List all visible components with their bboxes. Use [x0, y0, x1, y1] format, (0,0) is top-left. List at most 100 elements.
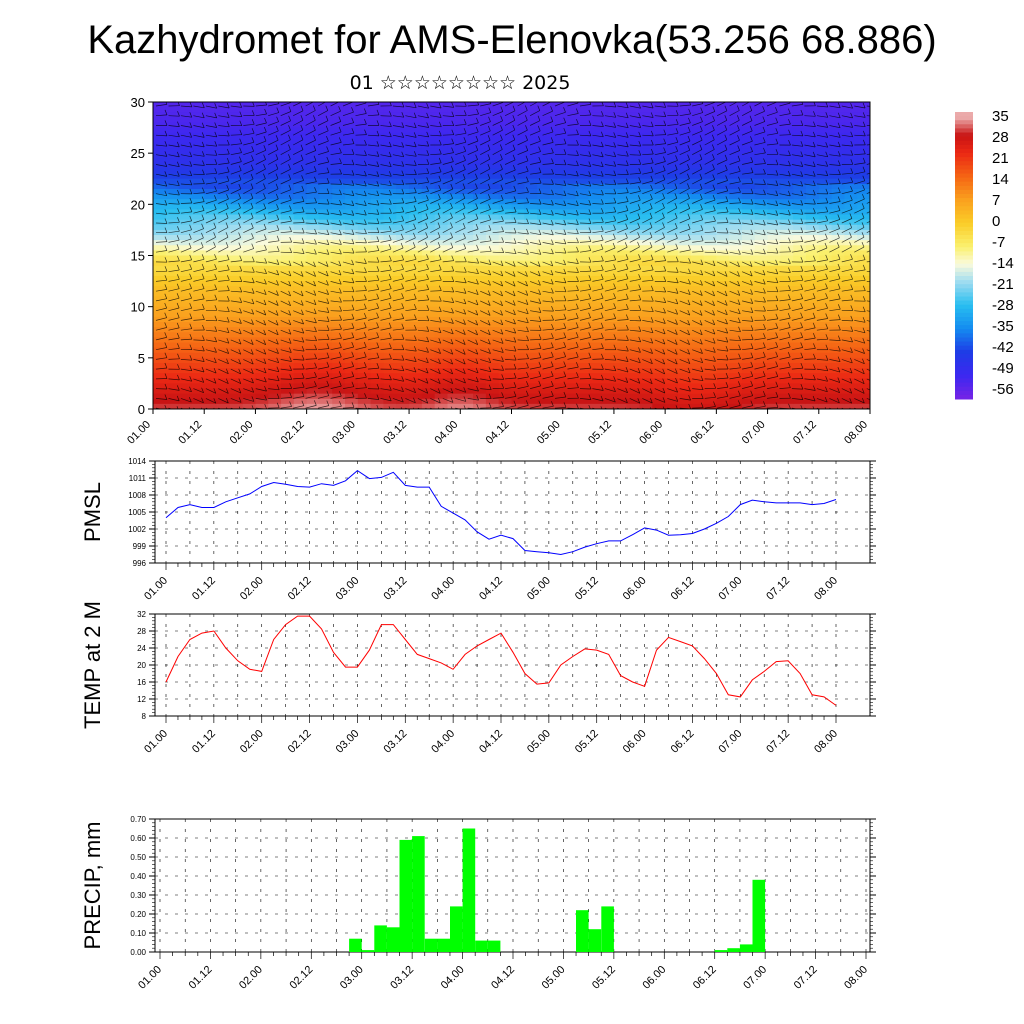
temperature-cell [690, 229, 705, 236]
wind-barb-flag [301, 363, 305, 370]
temperature-cell [703, 352, 717, 359]
temperature-cell [780, 178, 794, 185]
temperature-cell [524, 352, 538, 359]
temperature-cell [665, 163, 679, 170]
wind-barb [430, 378, 441, 384]
temperature-cell [652, 219, 666, 226]
wind-barb [155, 357, 167, 360]
wind-barb [243, 300, 254, 305]
temperature-cell [575, 224, 589, 231]
wind-barb [155, 104, 167, 107]
wind-barb [218, 329, 230, 334]
temperature-cell [703, 403, 717, 409]
temperature-cell [357, 352, 372, 359]
wind-barb-flag [288, 134, 291, 140]
temperature-cell [639, 148, 653, 154]
wind-barb [467, 178, 478, 185]
wind-barb [193, 164, 205, 166]
temperature-cell [498, 306, 513, 313]
wind-barb-flag [314, 176, 317, 182]
temperature-cell [626, 286, 641, 292]
temperature-cell [370, 250, 385, 257]
temperature-cell [473, 209, 487, 216]
temperature-cell [588, 107, 602, 113]
temperature-cell [780, 316, 794, 323]
temperature-cell [767, 281, 781, 287]
temperature-cell [652, 224, 666, 231]
temperature-cell [562, 153, 577, 159]
temperature-cell [357, 347, 372, 354]
temperature-cell [741, 398, 756, 405]
wind-barb [168, 164, 180, 168]
temperature-cell [818, 178, 833, 185]
temperature-cell [537, 322, 551, 328]
wind-barb-flag [451, 318, 454, 324]
temperature-cell [498, 199, 513, 205]
wind-barb [280, 397, 292, 399]
temperature-cell [793, 373, 807, 379]
wind-barb-flag [338, 371, 342, 377]
temperature-cell [255, 142, 269, 149]
temperature-cell [626, 127, 641, 134]
wind-barb [405, 154, 417, 157]
temperature-cell [383, 153, 397, 159]
wind-barb [380, 144, 392, 148]
temperature-cell [524, 158, 538, 164]
wind-barb-flag [225, 232, 229, 238]
temperature-cell [511, 291, 525, 298]
temperature-cell [857, 153, 870, 159]
temperature-cell [191, 132, 205, 139]
wind-barb-flag [251, 288, 255, 294]
temperature-cell [767, 327, 781, 333]
temperature-cell [293, 362, 308, 369]
wind-barb-flag [276, 375, 280, 381]
temperature-cell [460, 240, 474, 246]
wind-barb-flag [388, 283, 392, 289]
temperature-cell [345, 347, 359, 354]
temperature-cell [690, 368, 705, 374]
temperature-cell [665, 270, 679, 277]
wind-barb [193, 125, 205, 129]
wind-barb-flag [414, 324, 417, 331]
temperature-cell [242, 188, 257, 195]
wind-barb [342, 290, 355, 293]
wind-barb [280, 189, 292, 195]
temperature-cell [549, 275, 564, 282]
temperature-cell [793, 265, 807, 272]
wind-barb [392, 238, 404, 243]
temperature-cell [549, 332, 564, 338]
temperature-cell [677, 403, 692, 409]
temperature-cell [319, 398, 333, 405]
wind-barb-flag [275, 173, 279, 179]
wind-barb-flag [425, 232, 428, 238]
temperature-cell [268, 132, 282, 139]
temperature-cell [511, 132, 525, 139]
wind-barb [342, 346, 354, 351]
temperature-cell [165, 301, 180, 308]
wind-barb [230, 237, 241, 243]
temperature-cell [613, 137, 628, 144]
temperature-cell [818, 148, 833, 154]
temperature-cell [281, 245, 295, 251]
temperature-cell [703, 260, 717, 267]
temperature-cell [549, 224, 564, 231]
temperature-cell [357, 362, 372, 369]
temperature-cell [639, 142, 653, 149]
wind-barb [293, 211, 305, 214]
wind-barb-flag [450, 165, 454, 171]
wind-barb [355, 317, 367, 321]
temperature-cell [204, 327, 218, 333]
temperature-cell [255, 296, 269, 303]
wind-barb-flag [288, 319, 292, 325]
temperature-cell [741, 347, 756, 354]
wind-barb [342, 102, 354, 107]
wind-barb [305, 139, 316, 146]
wind-barb-flag [438, 157, 442, 164]
temperature-cell [524, 199, 538, 205]
wind-barb [155, 398, 167, 400]
temperature-cell [549, 117, 564, 124]
temperature-cell [831, 107, 845, 113]
temperature-cell [255, 107, 269, 113]
temperature-cell [857, 286, 870, 292]
wind-barb-flag [264, 117, 267, 124]
